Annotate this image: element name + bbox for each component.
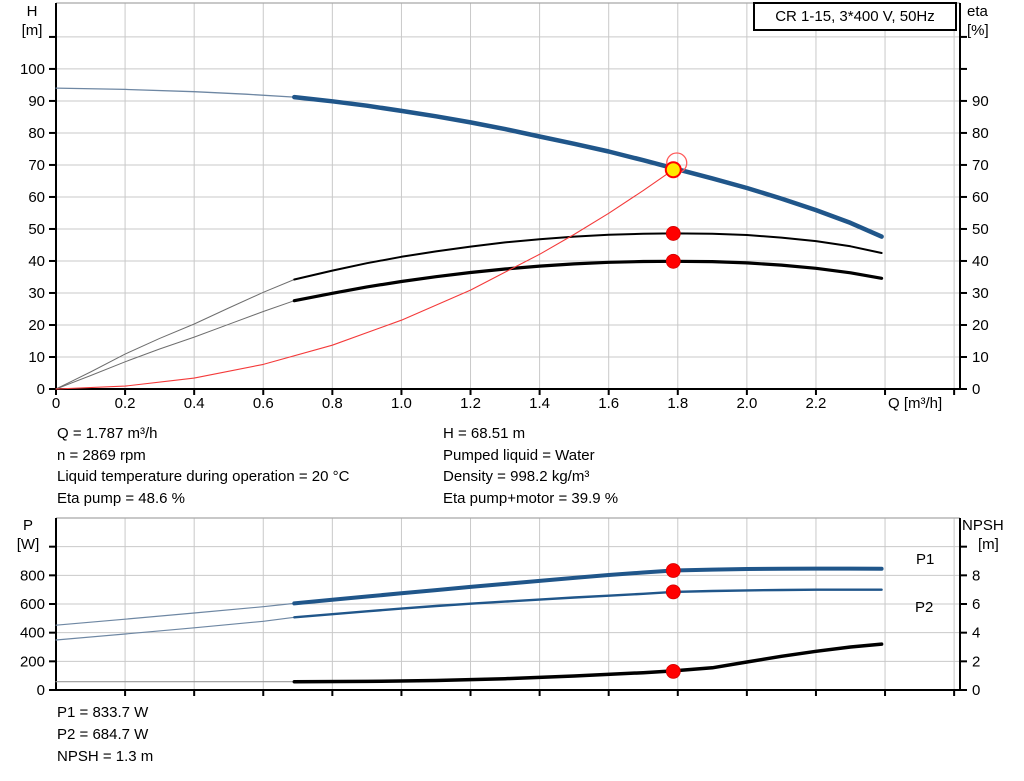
duty-point-marker[interactable]: [664, 161, 682, 179]
chart-power-npsh[interactable]: 0 200 400 600 800 0 2 4 6 8 P1 P2: [20, 517, 980, 699]
series-system-curve[interactable]: [55, 169, 674, 390]
svg-text:1.6: 1.6: [598, 395, 619, 412]
chart-power-npsh-grid: [56, 518, 960, 690]
annotation-liquid-temp: Liquid temperature during operation = 20…: [57, 468, 350, 485]
h-axis-label: H: [26, 3, 38, 20]
annotation-head: H = 68.51 m: [443, 425, 526, 442]
series-p2-thin[interactable]: [55, 616, 295, 641]
series-eta-pump-motor[interactable]: [292, 259, 884, 303]
svg-text:1.8: 1.8: [667, 395, 688, 412]
svg-text:80: 80: [28, 125, 45, 142]
svg-text:400: 400: [20, 625, 45, 642]
svg-text:8: 8: [972, 567, 980, 584]
series-npsh-curve[interactable]: [292, 642, 884, 684]
annotation-density: Density = 998.2 kg/m³: [443, 468, 590, 485]
svg-text:20: 20: [28, 317, 45, 334]
svg-text:4: 4: [972, 625, 980, 642]
svg-text:0.4: 0.4: [184, 395, 205, 412]
svg-text:0.6: 0.6: [253, 395, 274, 412]
q-axis-label: Q [m³/h]: [888, 395, 942, 412]
power-annotations: P1 = 833.7 W P2 = 684.7 W NPSH = 1.3 m: [57, 702, 153, 768]
eta-axis-unit: [%]: [967, 22, 989, 39]
annotation-pumped-liquid: Pumped liquid = Water: [443, 446, 595, 464]
svg-text:50: 50: [28, 221, 45, 238]
svg-text:100: 100: [20, 61, 45, 78]
chart-head-eta-axes: [55, 2, 961, 390]
svg-text:40: 40: [972, 253, 989, 270]
svg-text:0.8: 0.8: [322, 395, 343, 412]
svg-text:70: 70: [28, 157, 45, 174]
annotation-p1: P1 = 833.7 W: [57, 704, 149, 721]
svg-text:0: 0: [972, 381, 980, 398]
annotation-npsh: NPSH = 1.3 m: [57, 748, 154, 765]
npsh-axis-unit: [m]: [978, 536, 999, 553]
series-head-curve[interactable]: [292, 94, 884, 239]
svg-text:50: 50: [972, 221, 989, 238]
svg-text:30: 30: [972, 285, 989, 302]
series-label-p2: P2: [915, 599, 933, 616]
svg-text:2.0: 2.0: [736, 395, 757, 412]
svg-text:20: 20: [972, 317, 989, 334]
svg-text:0: 0: [37, 682, 45, 699]
annotation-eta-pump: Eta pump = 48.6 %: [57, 489, 185, 507]
svg-text:90: 90: [28, 93, 45, 110]
chart-power-npsh-markers[interactable]: [665, 563, 681, 679]
svg-text:30: 30: [28, 285, 45, 302]
eta-axis-label: eta: [967, 3, 988, 20]
chart-head-eta-grid: [56, 3, 960, 389]
operating-point-dot[interactable]: [665, 663, 681, 679]
chart-head-eta-markers[interactable]: [664, 152, 688, 269]
chart-head-eta[interactable]: 0 10 20 30 40 50 60 70 80 90 100 0 10 20 30 40 50 60 70 80 9…: [20, 2, 989, 412]
annotation-eta-pump-motor: Eta pump+motor = 39.9 %: [443, 489, 619, 507]
svg-text:90: 90: [972, 93, 989, 110]
series-head-curve-thin[interactable]: [55, 87, 295, 98]
series-eta-pump-motor-thin[interactable]: [55, 300, 295, 390]
svg-text:1.2: 1.2: [460, 395, 481, 412]
operating-point-dot[interactable]: [665, 584, 681, 600]
duty-annotations-right: H = 68.51 m Pumped liquid = Water Densit…: [443, 423, 618, 509]
svg-text:60: 60: [28, 189, 45, 206]
chart-head-eta-ticks: 0 10 20 30 40 50 60 70 80 90 100 0 10 20 30 40 50 60 70 80 9…: [20, 35, 989, 412]
series-eta-pump-thin[interactable]: [55, 279, 295, 390]
annotation-speed: n = 2869 rpm: [57, 446, 146, 464]
svg-text:600: 600: [20, 596, 45, 613]
series-eta-pump[interactable]: [293, 232, 883, 281]
svg-text:10: 10: [28, 349, 45, 366]
npsh-axis-label: NPSH: [962, 517, 1004, 534]
svg-text:6: 6: [972, 596, 980, 613]
p-axis-label: P: [22, 517, 33, 534]
svg-text:1.0: 1.0: [391, 395, 412, 412]
svg-text:1.4: 1.4: [529, 395, 550, 412]
svg-text:60: 60: [972, 189, 989, 206]
p-axis-unit: [W]: [16, 536, 40, 553]
series-p1-curve[interactable]: [292, 566, 884, 606]
operating-point-dot[interactable]: [665, 563, 681, 578]
svg-text:0: 0: [52, 395, 60, 412]
svg-text:2: 2: [972, 653, 980, 670]
series-p1-thin[interactable]: [55, 602, 295, 626]
svg-text:0: 0: [972, 682, 980, 699]
series-p2-curve[interactable]: [293, 588, 883, 619]
svg-text:2.2: 2.2: [806, 395, 827, 412]
svg-text:70: 70: [972, 157, 989, 174]
svg-text:0.2: 0.2: [115, 395, 136, 412]
duty-annotations-left: Q = 1.787 m³/h n = 2869 rpm Liquid tempe…: [57, 423, 349, 509]
series-label-p1: P1: [916, 551, 934, 568]
svg-text:80: 80: [972, 125, 989, 142]
operating-point-dot[interactable]: [665, 226, 681, 241]
h-axis-unit: [m]: [21, 22, 43, 39]
svg-text:0: 0: [37, 381, 45, 398]
pump-model-label: CR 1-15, 3*400 V, 50Hz: [753, 2, 957, 31]
svg-text:40: 40: [28, 253, 45, 270]
annotation-p2: P2 = 684.7 W: [57, 726, 149, 743]
chart-power-npsh-ticks: 0 200 400 600 800 0 2 4 6 8: [20, 545, 980, 699]
annotation-q: Q = 1.787 m³/h: [57, 425, 158, 442]
svg-text:10: 10: [972, 349, 989, 366]
operating-point-dot[interactable]: [665, 253, 681, 269]
svg-text:800: 800: [20, 567, 45, 584]
svg-text:200: 200: [20, 653, 45, 670]
